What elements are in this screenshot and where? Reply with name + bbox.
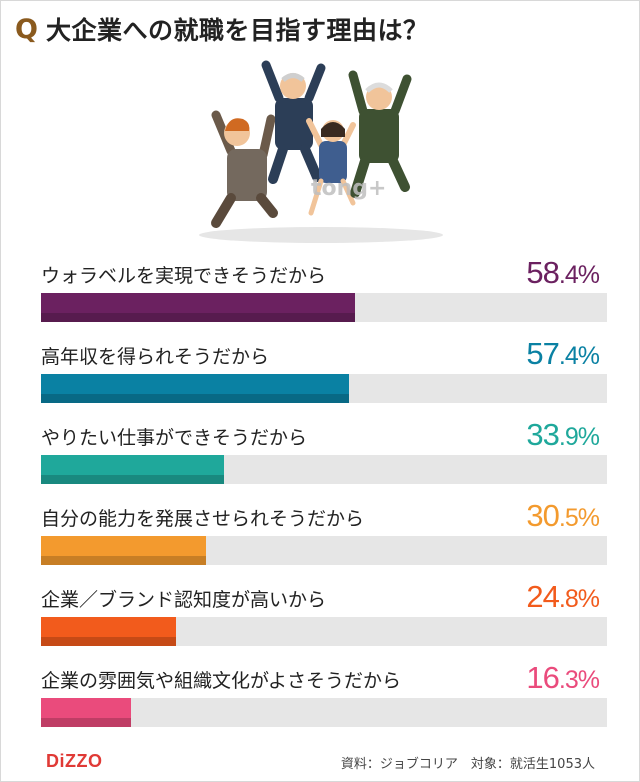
bar-row: 高年収を得られそうだから 57.4% [41, 336, 607, 422]
bar-label: ウォラベルを実現できそうだから [41, 265, 327, 287]
bar [41, 536, 206, 565]
bar-value-decimal: .8% [558, 585, 600, 613]
bar-value-decimal: .4% [558, 342, 600, 370]
bar [41, 617, 176, 646]
bar-shade [41, 475, 224, 484]
jumping-business-people-illustration: tong+ [199, 60, 443, 243]
bar-shade [41, 313, 355, 322]
bar-row: 自分の能力を発展させられそうだから 30.5% [41, 498, 607, 584]
bar-shade [41, 718, 131, 727]
dizzo-logo: DiZZO [46, 751, 103, 771]
bar-track [41, 617, 607, 646]
bar-value-label: 24.8% [526, 579, 600, 615]
bar-value-decimal: .9% [558, 423, 600, 451]
bar-label: 自分の能力を発展させられそうだから [41, 508, 365, 530]
bar-row: やりたい仕事ができそうだから 33.9% [41, 417, 607, 503]
bar-value-integer: 30 [526, 498, 559, 533]
bar [41, 374, 349, 403]
bar-row: ウォラベルを実現できそうだから 58.4% [41, 255, 607, 341]
man-brown-suit [211, 110, 278, 228]
bar-label: やりたい仕事ができそうだから [41, 427, 308, 449]
bar-value-decimal: .4% [558, 261, 600, 289]
bar-value-label: 33.9% [526, 417, 600, 453]
bar-track [41, 455, 607, 484]
bar-track [41, 536, 607, 565]
chart-title: Q 大企業への就職を目指す理由は？ [15, 11, 428, 47]
bar-track [41, 698, 607, 727]
bar-value-label: 16.3% [526, 660, 600, 696]
bar-value-label: 57.4% [526, 336, 600, 372]
woman-blue-suit [306, 118, 356, 216]
title-text: 大企業への就職を目指す理由は？ [45, 16, 429, 45]
source-note: 資料：ジョブコリア 対象：就活生1053人 [340, 757, 595, 772]
question-mark-q: Q [15, 13, 38, 45]
bar-value-label: 58.4% [526, 255, 600, 291]
watermark-text: tong+ [311, 176, 386, 201]
bar-value-decimal: .3% [558, 666, 600, 694]
bar-label: 企業の雰囲気や組織文化がよさそうだから [41, 670, 402, 692]
bar-track [41, 374, 607, 403]
man-green-suit [348, 70, 412, 198]
bar-shade [41, 394, 349, 403]
bar-value-integer: 16 [526, 660, 559, 695]
bar-value-decimal: .5% [558, 504, 600, 532]
bar-value-integer: 24 [526, 579, 559, 614]
man-navy-suit [261, 60, 326, 184]
bar-label: 企業／ブランド認知度が高いから [41, 589, 327, 611]
bar-row: 企業／ブランド認知度が高いから 24.8% [41, 579, 607, 665]
bar [41, 698, 131, 727]
bar-label: 高年収を得られそうだから [41, 346, 270, 368]
bar [41, 455, 224, 484]
bar-track [41, 293, 607, 322]
ground-shadow [199, 227, 443, 243]
bar-row: 企業の雰囲気や組織文化がよさそうだから 16.3% [41, 660, 607, 746]
bar-value-integer: 57 [526, 336, 559, 371]
bar-value-integer: 58 [526, 255, 559, 290]
bar-value-integer: 33 [526, 417, 559, 452]
bar-shade [41, 556, 206, 565]
bar-shade [41, 637, 176, 646]
bar [41, 293, 355, 322]
bar-value-label: 30.5% [526, 498, 600, 534]
